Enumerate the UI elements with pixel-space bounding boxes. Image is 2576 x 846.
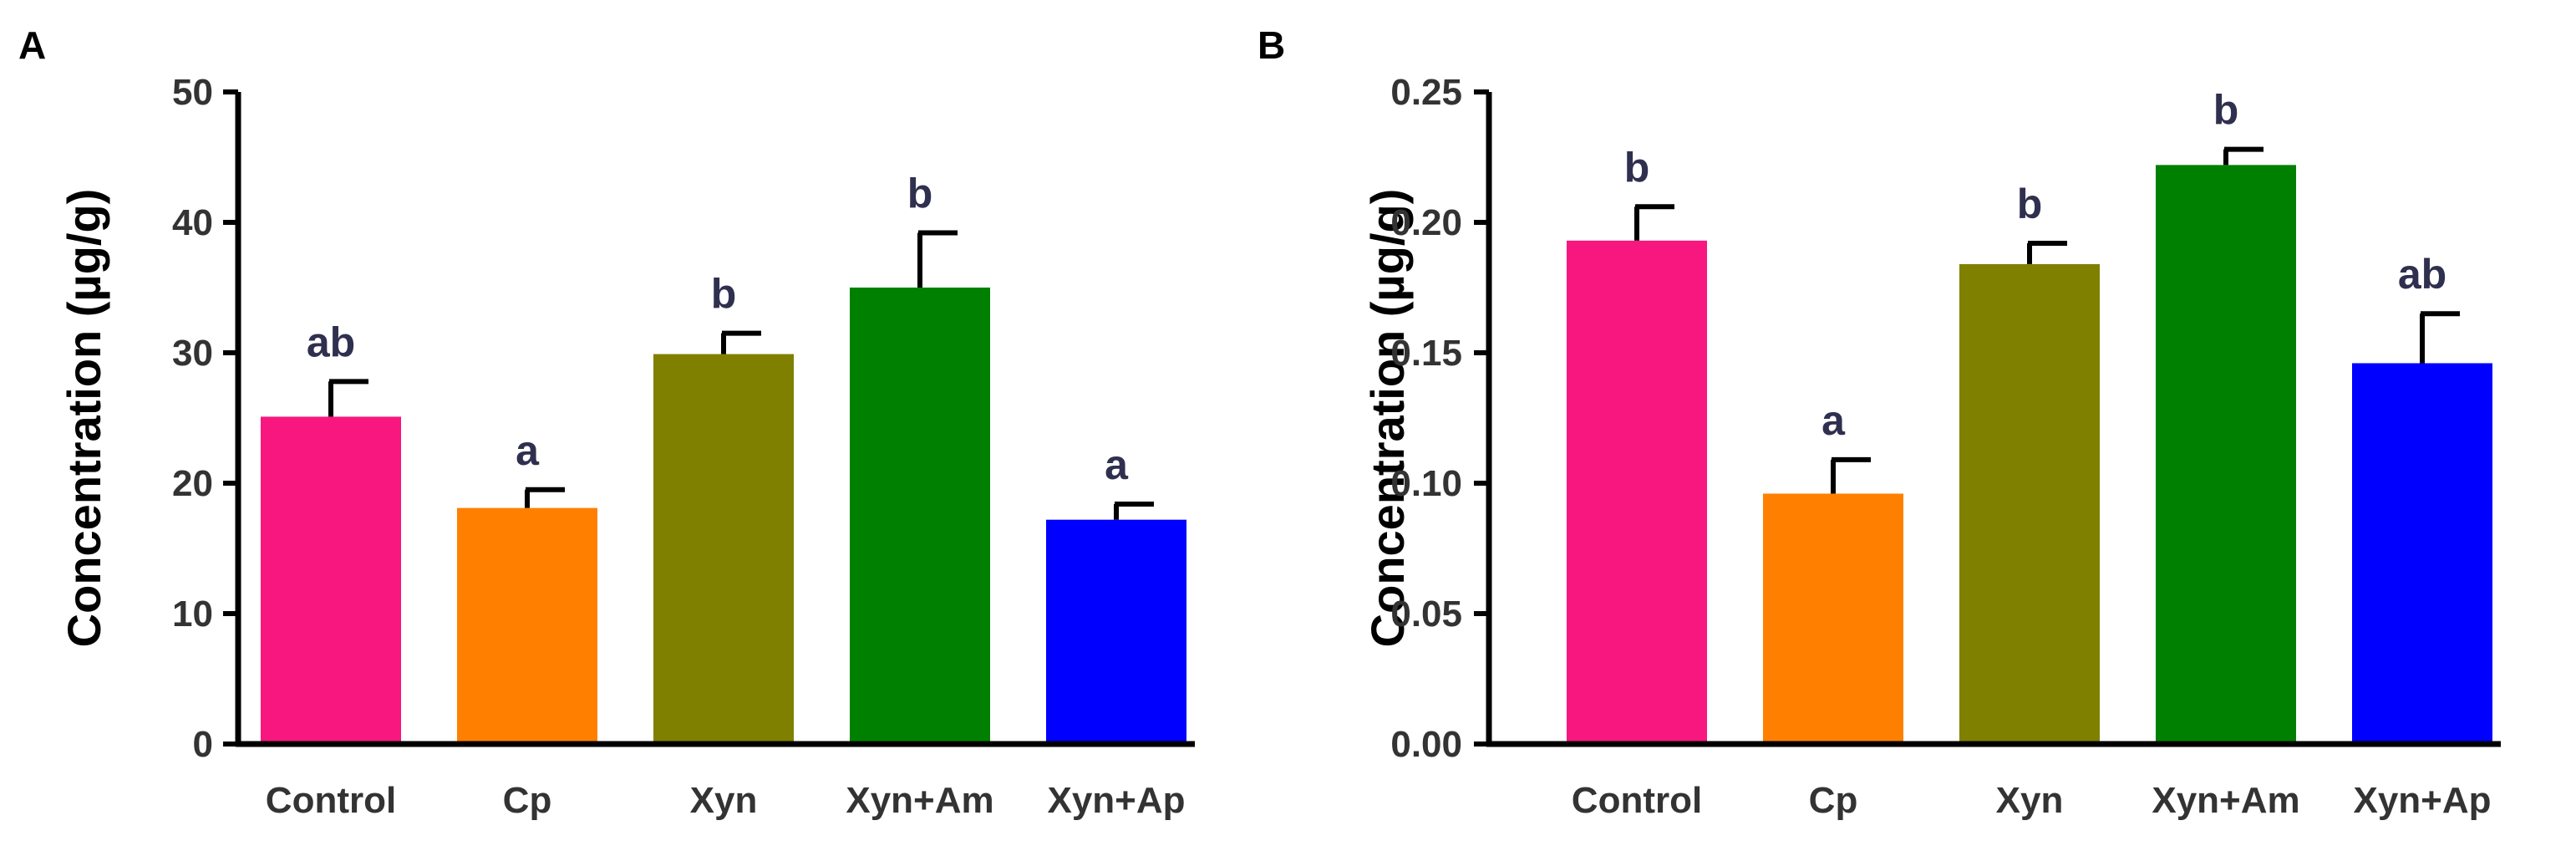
y-tick-label: 40 <box>172 202 213 243</box>
y-tick-label: 0.20 <box>1390 202 1462 243</box>
significance-label: a <box>516 427 540 474</box>
x-tick-label: Control <box>1572 780 1702 821</box>
panel-a: A Concentration (µg/g)01020304050abContr… <box>18 23 1195 821</box>
y-axis-label: Concentration (µg/g) <box>1361 189 1414 648</box>
panel-b: B Concentration (µg/g) 0.00 0.05 0.10 0.15 0.… <box>1258 23 2501 821</box>
y-tick-label: 0 <box>193 724 213 765</box>
x-tick-label: Xyn+Am <box>846 780 993 821</box>
significance-label: a <box>1105 441 1129 488</box>
significance-label: b <box>2017 181 2043 227</box>
x-tick-label: Cp <box>503 780 552 821</box>
y-axis-label: Concentration (µg/g) <box>58 189 110 648</box>
bar-xyn-plus-am <box>2156 165 2296 745</box>
panel-label-b: B <box>1258 23 1285 67</box>
significance-label: b <box>711 271 737 318</box>
significance-label: ab <box>307 319 355 365</box>
bar-cp <box>457 507 597 744</box>
x-tick-label: Xyn+Ap <box>2353 780 2491 821</box>
bar-xyn-plus-am <box>850 288 990 744</box>
x-tick-label: Control <box>266 780 396 821</box>
significance-label: b <box>907 170 933 217</box>
y-tick-label: 10 <box>172 594 213 634</box>
y-tick-label: 0.10 <box>1390 463 1462 504</box>
significance-label: b <box>1624 144 1650 191</box>
panel-label-a: A <box>18 23 46 67</box>
bar-xyn <box>653 354 794 744</box>
significance-label: a <box>1821 397 1846 444</box>
bar-cp <box>1763 493 1903 744</box>
y-tick-label: 0.00 <box>1390 724 1462 765</box>
bar-control <box>261 416 401 744</box>
x-tick-label: Xyn <box>690 780 758 821</box>
bar-xyn-plus-ap <box>2352 363 2492 744</box>
bar-control <box>1567 240 1707 745</box>
y-tick-label: 0.25 <box>1390 72 1462 113</box>
x-tick-label: Xyn <box>1996 780 2064 821</box>
x-tick-label: Xyn+Ap <box>1047 780 1185 821</box>
y-tick-label: 0.05 <box>1390 594 1462 634</box>
x-tick-label: Cp <box>1809 780 1858 821</box>
bar-xyn <box>1959 263 2100 744</box>
significance-label: ab <box>2398 251 2446 298</box>
y-tick-label: 0.15 <box>1390 333 1462 374</box>
x-tick-label: Xyn+Am <box>2152 780 2299 821</box>
y-tick-label: 20 <box>172 463 213 504</box>
bar-xyn-plus-ap <box>1046 519 1186 744</box>
y-tick-label: 30 <box>172 333 213 374</box>
y-tick-label: 50 <box>172 72 213 113</box>
significance-label: b <box>2213 87 2239 134</box>
